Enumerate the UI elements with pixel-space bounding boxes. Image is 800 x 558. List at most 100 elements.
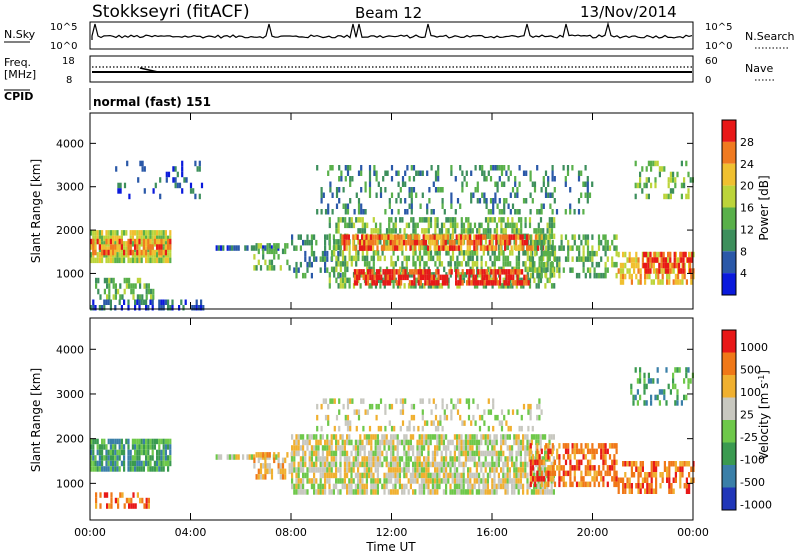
heatmap-cell [147, 305, 150, 311]
heatmap-cell [304, 456, 307, 462]
heatmap-cell [429, 439, 432, 446]
heatmap-cell [467, 222, 470, 229]
heatmap-cell [440, 228, 444, 234]
heatmap-cell [394, 467, 397, 473]
heatmap-cell [537, 489, 540, 495]
heatmap-cell [517, 228, 521, 234]
heatmap-cell [463, 176, 466, 182]
heatmap-cell [297, 483, 300, 490]
heatmap-cell [324, 489, 327, 495]
heatmap-cell [467, 467, 470, 473]
heatmap-cell [529, 476, 532, 482]
heatmap-cell [381, 461, 384, 468]
heatmap-cell [370, 439, 373, 446]
heatmap-cell [573, 465, 576, 471]
heatmap-cell [462, 255, 466, 262]
heatmap-cell [678, 262, 681, 269]
heatmap-cell [151, 299, 154, 305]
y-tick-label: 1000 [56, 477, 84, 490]
heatmap-cell [352, 283, 356, 289]
heatmap-cell [478, 222, 481, 229]
heatmap-cell [257, 457, 260, 464]
heatmap-cell [388, 198, 391, 204]
heatmap-cell [435, 269, 438, 275]
heatmap-cell [439, 274, 442, 281]
heatmap-cell [538, 476, 541, 482]
heatmap-cell [302, 272, 305, 279]
heatmap-cell [419, 274, 422, 281]
heatmap-cell [335, 261, 338, 267]
heatmap-cell [613, 476, 616, 482]
heatmap-cell [494, 269, 497, 275]
heatmap-cell [628, 257, 631, 263]
heatmap-cell [475, 245, 478, 251]
heatmap-cell [394, 461, 397, 468]
heatmap-cell [531, 256, 535, 262]
heatmap-cell [522, 434, 525, 440]
heatmap-cell [494, 181, 497, 187]
heatmap-cell [637, 483, 640, 489]
heatmap-cell [167, 466, 170, 472]
heatmap-cell [685, 488, 688, 494]
heatmap-cell [584, 443, 587, 449]
heatmap-cell [639, 472, 642, 478]
heatmap-cell [363, 445, 366, 451]
heatmap-cell [128, 503, 131, 509]
heatmap-cell [556, 448, 559, 455]
heatmap-cell [469, 483, 472, 490]
heatmap-cell [522, 472, 525, 479]
heatmap-cell [469, 467, 472, 473]
heatmap-cell [584, 481, 587, 488]
heatmap-cell [121, 294, 124, 300]
heatmap-cell [509, 192, 512, 198]
heatmap-cell [295, 467, 298, 473]
heatmap-cell [129, 466, 132, 472]
heatmap-cell [617, 483, 620, 489]
heatmap-cell [114, 497, 117, 504]
heatmap-cell [425, 461, 428, 468]
heatmap-cell [335, 472, 338, 479]
heatmap-cell [553, 222, 556, 229]
heatmap-cell [363, 245, 366, 251]
heatmap-cell [361, 456, 364, 462]
heatmap-cell [493, 261, 496, 267]
heatmap-cell [500, 478, 503, 484]
heatmap-cell [426, 280, 429, 286]
heatmap-cell [164, 299, 167, 305]
heatmap-cell [346, 420, 350, 426]
heatmap-cell [546, 261, 549, 267]
heatmap-cell [162, 455, 165, 461]
heatmap-cell [636, 182, 639, 189]
heatmap-cell [392, 434, 395, 440]
heatmap-cell [643, 372, 646, 379]
heatmap-cell [542, 267, 546, 273]
heatmap-cell [114, 249, 117, 256]
heatmap-cell [442, 467, 445, 473]
heatmap-cell [639, 273, 642, 280]
heatmap-cell [371, 280, 374, 286]
heatmap-cell [153, 438, 156, 445]
heatmap-cell [268, 259, 271, 266]
heatmap-cell [615, 481, 618, 488]
heatmap-cell [615, 245, 618, 251]
heatmap-cell [628, 483, 631, 489]
heatmap-cell [499, 269, 502, 275]
heatmap-cell [586, 234, 590, 240]
heatmap-cell [470, 170, 473, 176]
heatmap-cell [652, 268, 655, 274]
heatmap-cell [324, 209, 328, 215]
heatmap-cell [630, 273, 633, 280]
heatmap-cell [507, 176, 510, 182]
heatmap-cell [437, 280, 440, 286]
heatmap-cell [112, 449, 115, 456]
heatmap-cell [338, 398, 341, 404]
heatmap-cell [438, 483, 441, 490]
heatmap-cell [540, 272, 543, 279]
heatmap-cell [178, 182, 182, 189]
power-y-axis-label: Slant Range [km] [29, 159, 43, 263]
heatmap-cell [299, 434, 302, 440]
heatmap-cell [431, 483, 434, 490]
heatmap-cell [504, 261, 507, 267]
heatmap-cell [480, 222, 483, 229]
heatmap-cell [622, 461, 625, 467]
